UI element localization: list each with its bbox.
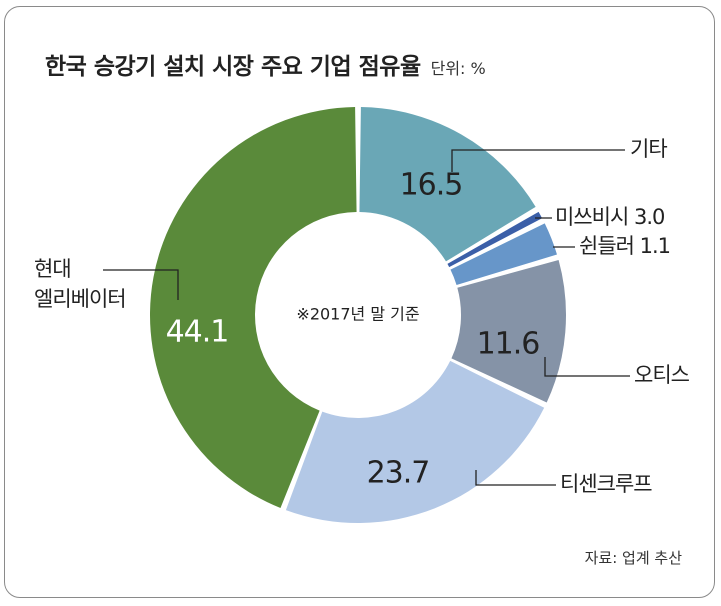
title-row: 한국 승강기 설치 시장 주요 기업 점유율 단위: %: [45, 47, 486, 81]
source-note: 자료: 업계 추산: [584, 549, 682, 567]
slice-name-label-5-1: 엘리베이터: [34, 287, 126, 311]
donut-slices: [149, 107, 566, 523]
unit-label: 단위: %: [430, 59, 486, 78]
leader-lines: [103, 149, 630, 486]
chart-title: 한국 승강기 설치 시장 주요 기업 점유율: [45, 54, 421, 80]
donut-slice-1: [447, 211, 543, 268]
slice-name-label-5-0: 현대: [34, 257, 71, 281]
slice-value-label-5: 44.1: [166, 315, 229, 350]
leader-line-4: [475, 470, 556, 486]
slice-name-label-1: 미쓰비시 3.0: [555, 205, 664, 229]
slice-name-label-2: 쉰들러 1.1: [579, 234, 670, 258]
slice-value-label-4: 23.7: [367, 456, 430, 491]
donut-slice-4: [285, 360, 545, 523]
leader-line-3: [544, 357, 630, 377]
donut-slice-5: [149, 107, 357, 509]
slice-name-label-0: 기타: [630, 137, 667, 161]
donut-slice-0: [359, 107, 536, 262]
slice-value-label-0: 16.5: [400, 168, 463, 203]
leader-line-0: [451, 149, 625, 172]
donut-slice-2: [450, 223, 557, 286]
center-note: ※2017년 말 기준: [296, 305, 419, 324]
donut-slice-3: [451, 260, 566, 403]
slice-name-label-4: 티센크루프: [560, 472, 652, 496]
slice-name-label-3: 오티스: [634, 363, 690, 387]
slice-value-label-3: 11.6: [477, 327, 540, 362]
leader-line-5: [103, 269, 179, 300]
